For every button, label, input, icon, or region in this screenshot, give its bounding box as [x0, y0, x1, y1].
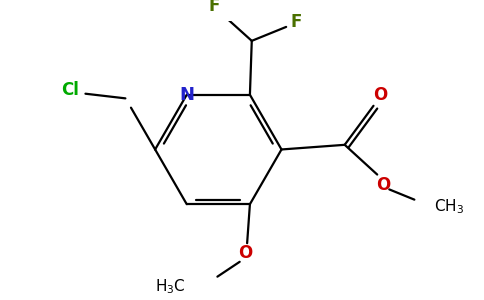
Text: F: F: [209, 0, 220, 16]
Text: H$_3$C: H$_3$C: [155, 278, 186, 296]
Text: O: O: [238, 244, 252, 262]
Text: F: F: [291, 13, 302, 31]
Text: O: O: [377, 176, 391, 194]
Text: CH$_3$: CH$_3$: [434, 198, 464, 216]
Text: O: O: [373, 85, 387, 103]
Text: N: N: [179, 86, 194, 104]
Text: Cl: Cl: [60, 81, 78, 99]
